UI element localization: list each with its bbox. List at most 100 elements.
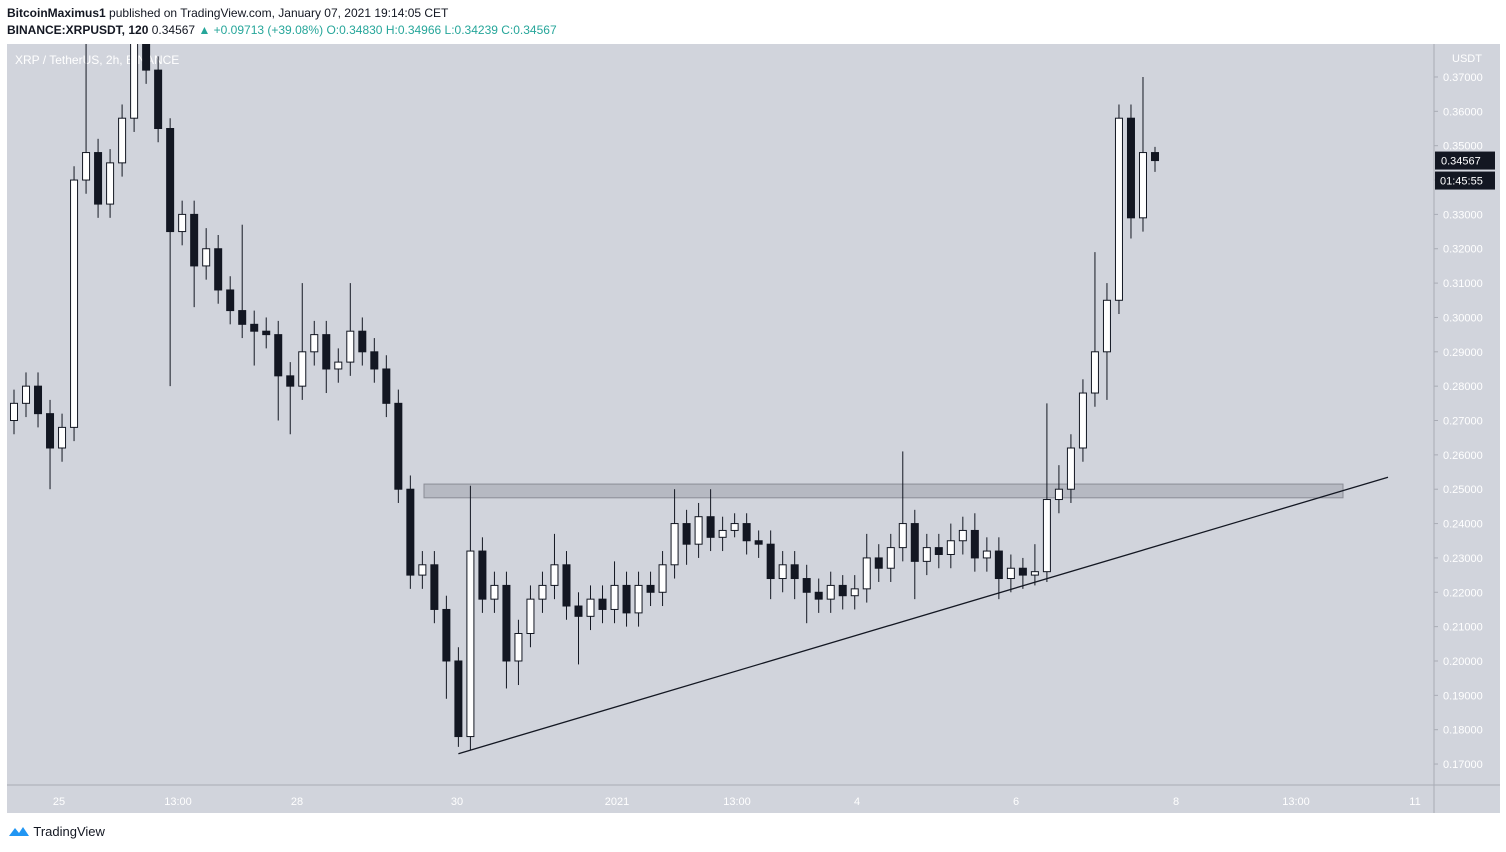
candle-body <box>418 564 427 576</box>
candle-body <box>262 330 271 336</box>
candle-body <box>754 540 763 545</box>
candle-body <box>334 361 343 370</box>
candle-body <box>178 213 187 233</box>
candle-body <box>94 152 103 205</box>
y-tick-label: 0.31000 <box>1443 278 1483 290</box>
x-tick-label: 13:00 <box>164 796 192 808</box>
candle-body <box>1090 351 1099 394</box>
chart-title: XRP / TetherUS, 2h, BINANCE <box>15 53 179 67</box>
x-tick-label: 13:00 <box>1282 796 1310 808</box>
candle-body <box>562 564 571 607</box>
candle-body <box>202 248 211 267</box>
candle-body <box>1006 567 1015 580</box>
x-tick-label: 28 <box>291 796 303 808</box>
change: ▲ +0.09713 (+39.08%) <box>198 23 324 37</box>
candle-body <box>1042 499 1051 573</box>
y-tick-label: 0.20000 <box>1443 656 1483 668</box>
chart: XRP / TetherUS, 2h, BINANCE USDT 0.17000… <box>7 44 1500 813</box>
y-tick-label: 0.33000 <box>1443 209 1483 221</box>
candle-body <box>322 334 331 370</box>
candle-body <box>466 550 475 738</box>
published: published on TradingView.com, January 07… <box>109 6 449 20</box>
candle-body <box>1138 152 1147 219</box>
candle-body <box>526 598 535 635</box>
y-tick-label: 0.21000 <box>1443 622 1483 634</box>
brand: TradingView <box>33 824 105 839</box>
candle-body <box>70 179 79 428</box>
candle-body <box>154 69 163 130</box>
candle-body <box>118 117 127 164</box>
candle-body <box>826 584 835 600</box>
y-tick-label: 0.23000 <box>1443 553 1483 565</box>
y-tick-label: 0.32000 <box>1443 244 1483 256</box>
x-tick-label: 13:00 <box>723 796 751 808</box>
candle-body <box>622 584 631 614</box>
x-tick-label: 25 <box>53 796 65 808</box>
candle-body <box>970 529 979 559</box>
candle-body <box>214 248 223 291</box>
candle-body <box>706 516 715 538</box>
candle-body <box>394 402 403 490</box>
price-tag-label: 0.34567 <box>1441 156 1481 168</box>
candle-body <box>670 523 679 566</box>
logo-icon <box>9 827 29 836</box>
candle-body <box>658 564 667 593</box>
candle-body <box>22 385 31 404</box>
ohlc: O:0.34830 H:0.34966 L:0.34239 C:0.34567 <box>326 23 557 37</box>
candle-body <box>1151 152 1159 162</box>
candle-body <box>190 213 199 267</box>
candle-body <box>370 351 379 370</box>
y-tick-label: 0.36000 <box>1443 106 1483 118</box>
candle-body <box>886 547 895 569</box>
candle-body <box>46 413 55 449</box>
candle-body <box>10 402 18 422</box>
candle-body <box>1018 567 1027 576</box>
candle-body <box>1078 392 1087 449</box>
candle-body <box>802 578 811 593</box>
candle-body <box>130 44 139 119</box>
candle-body <box>682 523 691 545</box>
candle-body <box>298 351 307 387</box>
candle-body <box>850 588 859 597</box>
candle-body <box>694 516 703 545</box>
header: BitcoinMaximus1 published on TradingView… <box>7 5 557 39</box>
candle-body <box>106 162 115 205</box>
candle-body <box>1114 117 1123 301</box>
candle-body <box>538 584 547 600</box>
candle-body <box>730 523 739 531</box>
candle-body <box>478 550 487 600</box>
candle-body <box>790 564 799 580</box>
x-tick-label: 8 <box>1173 796 1179 808</box>
x-axis-area <box>7 785 1500 813</box>
candle-body <box>34 385 43 415</box>
y-tick-label: 0.25000 <box>1443 484 1483 496</box>
candle-body <box>718 529 727 538</box>
candle-body <box>514 633 523 662</box>
logo: TradingView <box>8 824 105 839</box>
candle-body <box>490 584 499 600</box>
candle-body <box>874 557 883 569</box>
candle-body <box>898 523 907 549</box>
x-tick-label: 4 <box>854 796 860 808</box>
candle-body <box>274 334 283 377</box>
plot <box>10 44 1389 755</box>
y-tick-label: 0.18000 <box>1443 725 1483 737</box>
candle-body <box>586 598 595 617</box>
candle-body <box>994 550 1003 580</box>
countdown-tag <box>1435 171 1495 190</box>
candle-body <box>250 323 259 332</box>
candle-body <box>574 605 583 617</box>
candle-body <box>238 310 247 325</box>
candle-body <box>910 523 919 562</box>
candle-body <box>142 44 151 71</box>
candle-body <box>922 547 931 562</box>
candle-body <box>958 529 967 542</box>
candle-body <box>742 523 751 542</box>
candle-body <box>454 660 463 738</box>
candle-body <box>430 564 439 610</box>
y-tick-label: 0.27000 <box>1443 416 1483 428</box>
quote-line: BINANCE:XRPUSDT, 120 0.34567 ▲ +0.09713 … <box>7 22 557 39</box>
candle-body <box>838 584 847 597</box>
y-tick-label: 0.29000 <box>1443 347 1483 359</box>
